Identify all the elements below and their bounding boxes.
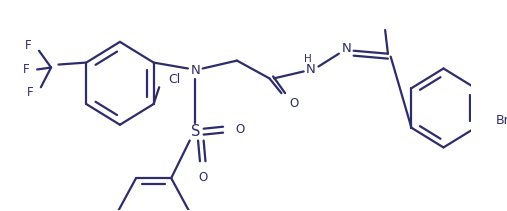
Text: N: N [341,42,351,55]
Text: S: S [191,124,200,139]
Text: O: O [235,123,244,136]
Text: O: O [198,170,207,184]
Text: N: N [191,64,200,77]
Text: F: F [25,39,31,52]
Text: Cl: Cl [168,73,180,86]
Text: F: F [23,63,30,76]
Text: H: H [304,54,312,64]
Text: N: N [306,63,316,76]
Text: F: F [27,86,33,99]
Text: O: O [290,97,299,110]
Text: Br: Br [496,114,507,127]
